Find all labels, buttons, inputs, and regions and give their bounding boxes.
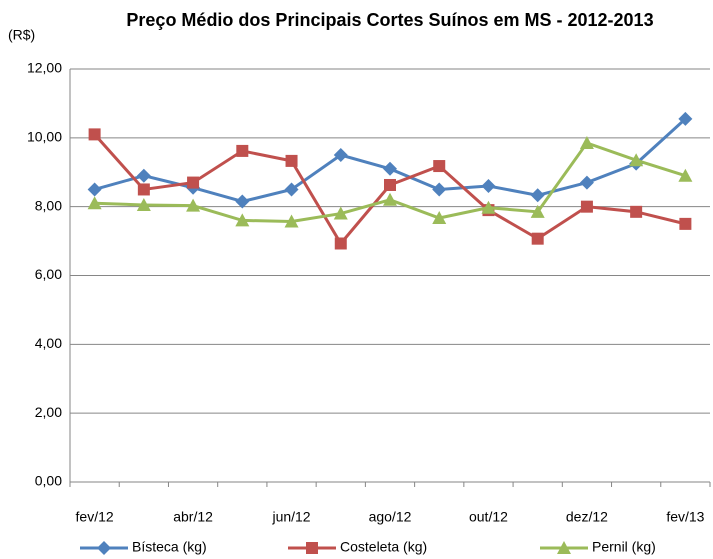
marker <box>87 182 102 197</box>
marker <box>630 205 643 218</box>
marker <box>88 128 101 141</box>
marker <box>137 183 150 196</box>
x-tick-label: fev/12 <box>76 509 114 525</box>
y-tick-label: 10,00 <box>27 129 62 145</box>
marker <box>579 175 594 190</box>
marker <box>530 204 545 218</box>
x-tick-label: dez/12 <box>566 509 608 525</box>
legend-marker <box>306 542 318 554</box>
marker <box>87 196 102 210</box>
marker <box>629 153 644 167</box>
marker <box>678 111 693 126</box>
chart-title: Preço Médio dos Principais Cortes Suínos… <box>126 10 654 30</box>
y-tick-label: 6,00 <box>35 266 62 282</box>
y-tick-label: 8,00 <box>35 197 62 213</box>
marker <box>334 237 347 250</box>
legend-marker <box>97 541 111 555</box>
marker <box>580 200 593 213</box>
y-tick-label: 2,00 <box>35 404 62 420</box>
marker <box>136 197 151 211</box>
y-unit: (R$) <box>8 27 35 43</box>
x-tick-label: ago/12 <box>369 509 412 525</box>
marker <box>579 135 594 149</box>
marker <box>235 213 250 227</box>
marker <box>432 182 447 197</box>
marker <box>433 160 446 173</box>
marker <box>481 200 496 214</box>
legend-label: Pernil (kg) <box>592 539 656 555</box>
legend-label: Bísteca (kg) <box>132 539 207 555</box>
marker <box>481 179 496 194</box>
legend-label: Costeleta (kg) <box>340 539 427 555</box>
marker <box>679 217 692 230</box>
x-tick-label: jun/12 <box>271 509 310 525</box>
marker <box>187 176 200 189</box>
marker <box>678 168 693 182</box>
marker <box>333 206 348 220</box>
marker <box>235 194 250 209</box>
marker <box>284 214 299 228</box>
marker <box>384 178 396 191</box>
x-tick-label: abr/12 <box>173 509 213 525</box>
marker <box>285 154 298 167</box>
y-tick-label: 12,00 <box>27 60 62 76</box>
y-tick-label: 4,00 <box>35 335 62 351</box>
x-tick-label: fev/13 <box>666 509 704 525</box>
marker <box>284 182 299 197</box>
marker <box>333 148 348 163</box>
legend-marker <box>557 541 571 554</box>
y-tick-label: 0,00 <box>35 473 62 489</box>
marker <box>236 144 249 157</box>
marker <box>531 232 544 245</box>
marker <box>383 192 397 206</box>
x-tick-label: out/12 <box>469 509 508 525</box>
marker <box>136 168 151 183</box>
marker <box>432 211 447 225</box>
marker <box>383 161 397 176</box>
marker <box>186 198 201 212</box>
marker <box>530 188 545 203</box>
